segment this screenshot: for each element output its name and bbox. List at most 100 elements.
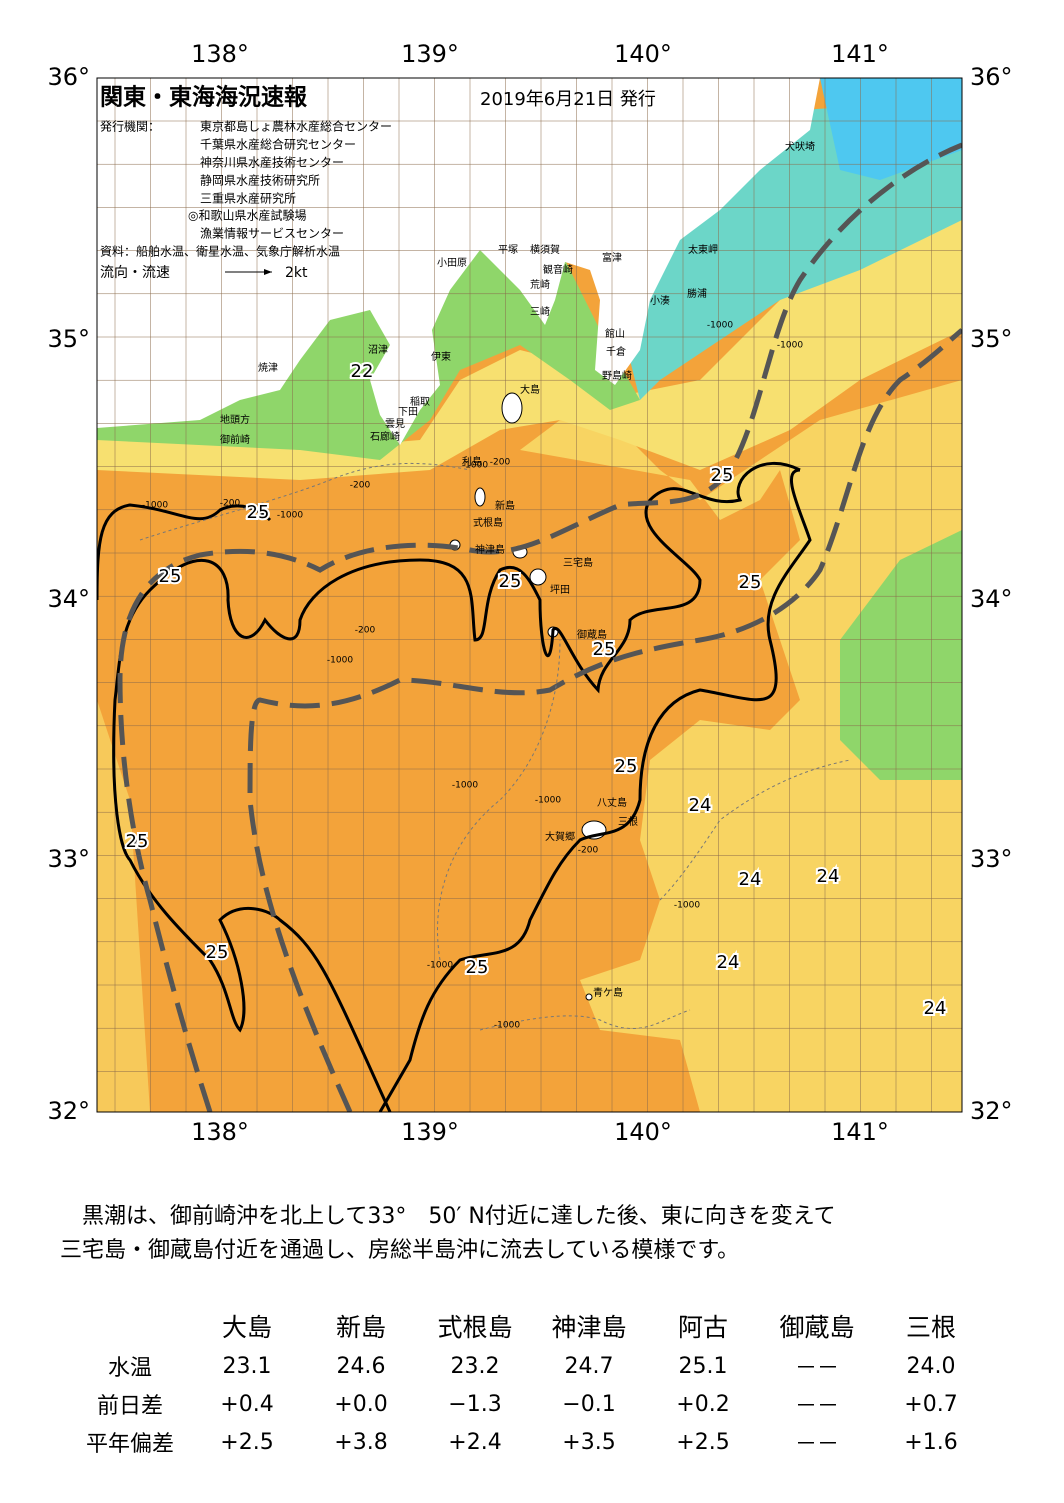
depth-label: -200 — [220, 499, 241, 509]
contour-label: 25 — [499, 571, 522, 592]
table-row: 水温 23.1 24.6 23.2 24.7 25.1 －－ 24.0 — [70, 1347, 988, 1385]
cell: －－ — [794, 1356, 839, 1381]
cell: 24.0 — [906, 1353, 956, 1379]
place-name: 富津 — [602, 251, 622, 264]
place-name: 稲取 — [410, 396, 430, 408]
cell: －－ — [794, 1432, 839, 1457]
contour-label: 24 — [924, 998, 947, 1019]
contour-label: 24 — [717, 952, 740, 973]
issuer: 千葉県水産総合研究センター — [200, 137, 356, 152]
cell: +2.5 — [676, 1429, 730, 1455]
contour-label: 25 — [159, 566, 182, 587]
cell: +0.7 — [904, 1391, 958, 1417]
place-name: 雲見 — [385, 418, 405, 430]
place-name: 式根島 — [473, 516, 503, 529]
column-header: 阿古 — [677, 1313, 728, 1342]
cell: −1.3 — [448, 1391, 502, 1417]
place-name: 石廊崎 — [370, 430, 400, 443]
lat-label: 32° — [970, 1097, 1013, 1125]
depth-label: -1000 — [707, 321, 733, 331]
depth-label: -200 — [350, 481, 371, 491]
issuer: 神奈川県水産技術センター — [200, 155, 344, 170]
lat-label: 34° — [970, 585, 1013, 613]
lon-label: 140° — [614, 40, 672, 68]
table: 大島 新島 式根島 神津島 阿古 御蔵島 三根 水温 23.1 24.6 23.2 24.7 25.1 －… — [70, 1305, 988, 1461]
cell: +2.5 — [220, 1429, 274, 1455]
description: 黒潮は、御前崎沖を北上して33° 50′ N付近に達した後、東に向きを変えて 三宅… — [60, 1200, 836, 1268]
place-name: 下田 — [398, 407, 418, 418]
issuer: 東京都島しょ農林水産総合センター — [200, 119, 392, 134]
cell: +0.2 — [676, 1391, 730, 1417]
depth-label: -1000 — [777, 341, 803, 351]
place-name: 横須賀 — [530, 243, 560, 256]
contour-label: 25 — [126, 831, 149, 852]
lon-label: 141° — [831, 1118, 889, 1146]
place-name: 青ケ島 — [593, 986, 623, 999]
place-name: 大島 — [520, 383, 540, 396]
cell: 24.7 — [564, 1353, 614, 1379]
issuer: 静岡県水産技術研究所 — [200, 173, 320, 188]
column-header: 三根 — [905, 1313, 956, 1342]
contour-label: 24 — [739, 869, 762, 890]
cell: +0.0 — [334, 1391, 388, 1417]
depth-label: -200 — [355, 626, 376, 636]
contour-label: 24 — [689, 795, 712, 816]
column-header: 御蔵島 — [779, 1313, 855, 1342]
place-name: 荒崎 — [530, 278, 550, 291]
contour-label: 25 — [615, 756, 638, 777]
place-name: 犬吠埼 — [785, 140, 815, 153]
legend-arrowhead — [264, 269, 272, 275]
place-name: 小田原 — [437, 257, 467, 269]
cell: 24.6 — [336, 1353, 386, 1379]
contour-label: 25 — [247, 502, 270, 523]
issuer: 漁業情報サービスセンター — [200, 227, 344, 241]
lat-label: 32° — [47, 1097, 90, 1125]
cell: −0.1 — [562, 1391, 616, 1417]
contour-label: 25 — [711, 465, 734, 486]
place-name: 沼津 — [368, 343, 388, 356]
grid — [97, 78, 962, 1112]
lon-label: 138° — [191, 1118, 249, 1146]
contour-label: 25 — [593, 639, 616, 660]
lon-label: 140° — [614, 1118, 672, 1146]
column-header: 神津島 — [551, 1313, 627, 1342]
lon-label: 139° — [401, 40, 459, 68]
column-header: 大島 — [221, 1313, 272, 1342]
place-name: 三崎 — [530, 305, 550, 318]
place-name: 八丈島 — [597, 796, 627, 809]
map: 138° 138° 139° 139° 140° 140° 141° 141° 36° 36° 35… — [47, 40, 1013, 1146]
depth-label: -1000 — [327, 656, 353, 666]
cell: 23.2 — [450, 1353, 500, 1379]
place-name: 大賀郷 — [545, 830, 575, 843]
place-name: 利島 — [462, 455, 482, 468]
lon-label: 138° — [191, 40, 249, 68]
place-name: 御前崎 — [220, 433, 250, 446]
place-name: 太東岬 — [688, 243, 718, 256]
place-name: 三宅島 — [563, 556, 593, 569]
corner — [70, 1305, 190, 1347]
contour-label: 25 — [206, 942, 229, 963]
depth-label: -1000 — [535, 796, 561, 806]
lat-label: 36° — [970, 63, 1013, 91]
lon-label: 141° — [831, 40, 889, 68]
lat-label: 36° — [47, 63, 90, 91]
coastal-water — [97, 240, 640, 460]
lat-label: 35° — [47, 325, 90, 353]
cell: +0.4 — [220, 1391, 274, 1417]
cool-water — [97, 200, 962, 480]
lat-label: 33° — [970, 845, 1013, 873]
place-name: 伊東 — [431, 350, 451, 363]
column-header: 新島 — [335, 1313, 386, 1342]
place-name: 焼津 — [258, 362, 278, 374]
legend-label: 流向・流速 — [100, 265, 170, 281]
contour-label: 25 — [466, 957, 489, 978]
issuer: ◎和歌山県水産試験場 — [188, 208, 306, 223]
map-title: 関東・東海海況速報 — [100, 84, 308, 111]
description-line: 黒潮は、御前崎沖を北上して33° 50′ N付近に達した後、東に向きを変えて — [82, 1204, 836, 1229]
cold-water — [820, 78, 962, 180]
cell: 23.1 — [222, 1353, 272, 1379]
header-row: 大島 新島 式根島 神津島 阿古 御蔵島 三根 — [70, 1305, 988, 1347]
cool-water — [520, 380, 962, 1112]
place-name: 野島崎 — [602, 369, 632, 382]
